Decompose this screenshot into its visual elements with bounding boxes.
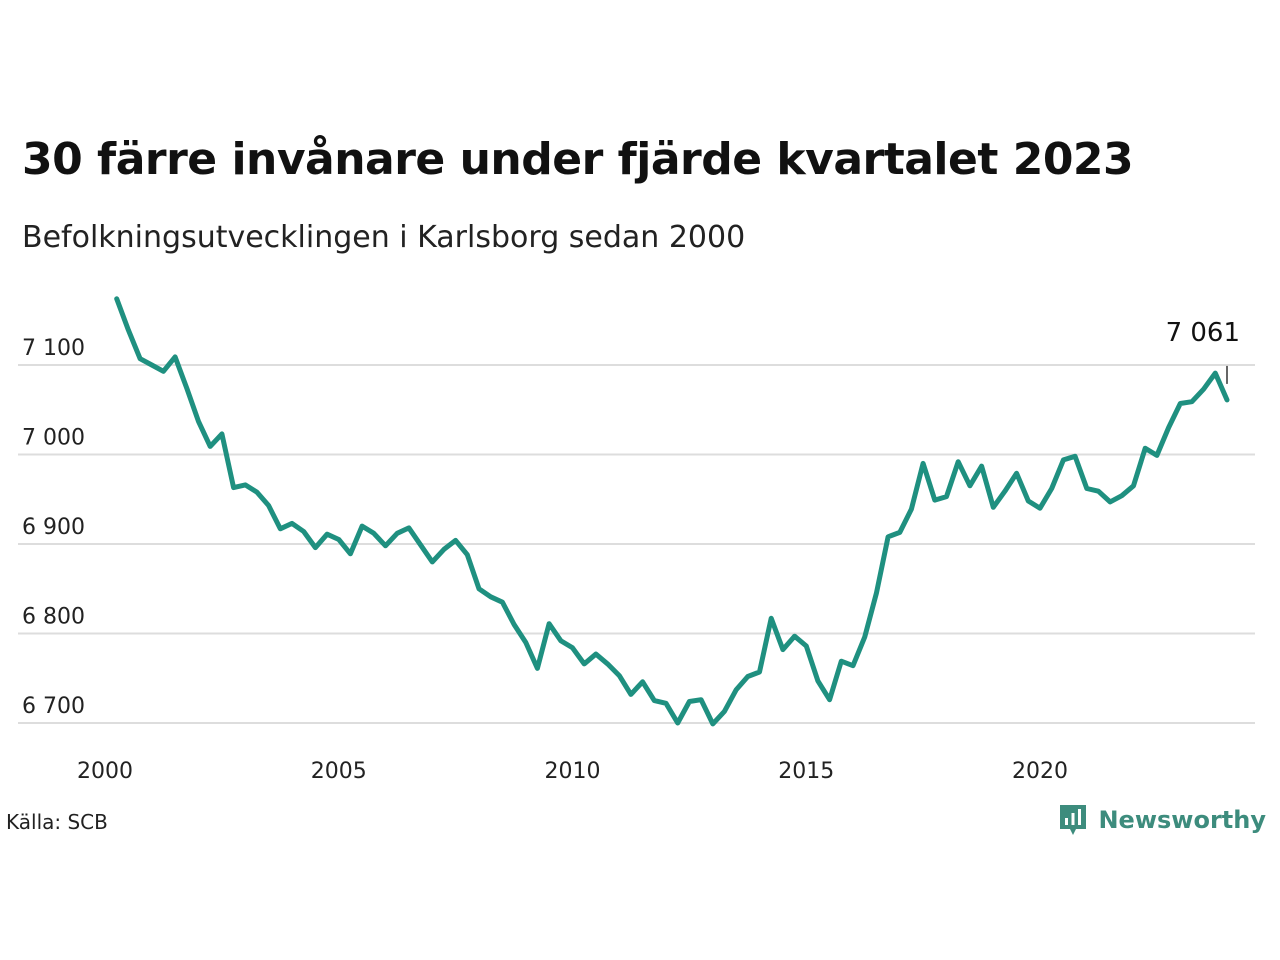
y-tick-label: 7 000	[22, 426, 85, 451]
y-tick-label: 6 800	[22, 605, 85, 630]
y-tick-label: 6 700	[22, 694, 85, 719]
x-tick-label: 2005	[311, 759, 367, 784]
y-tick-label: 6 900	[22, 515, 85, 540]
y-axis-ticks: 6 700 6 800 6 900 7 000 7 100	[22, 336, 85, 719]
newsworthy-logo-icon	[1060, 805, 1087, 835]
chart-title: 30 färre invånare under fjärde kvartalet…	[22, 134, 1134, 185]
last-value-label: 7 061	[1166, 318, 1240, 348]
y-tick-label: 7 100	[22, 336, 85, 361]
chart-subtitle: Befolkningsutvecklingen i Karlsborg seda…	[22, 220, 746, 255]
x-tick-label: 2010	[545, 759, 601, 784]
source-note: Källa: SCB	[6, 810, 108, 834]
series-layer	[114, 296, 1230, 727]
x-tick-label: 2000	[77, 759, 133, 784]
series-line	[114, 296, 1230, 727]
brand-name: Newsworthy	[1098, 806, 1266, 834]
x-tick-label: 2020	[1012, 759, 1068, 784]
brand-logo[interactable]: Newsworthy	[1058, 803, 1266, 837]
x-axis-ticks: 2000 2005 2010 2015 2020	[77, 759, 1068, 784]
gridlines	[18, 364, 1255, 724]
x-tick-label: 2015	[778, 759, 834, 784]
annotations: 7 061	[1166, 318, 1240, 384]
